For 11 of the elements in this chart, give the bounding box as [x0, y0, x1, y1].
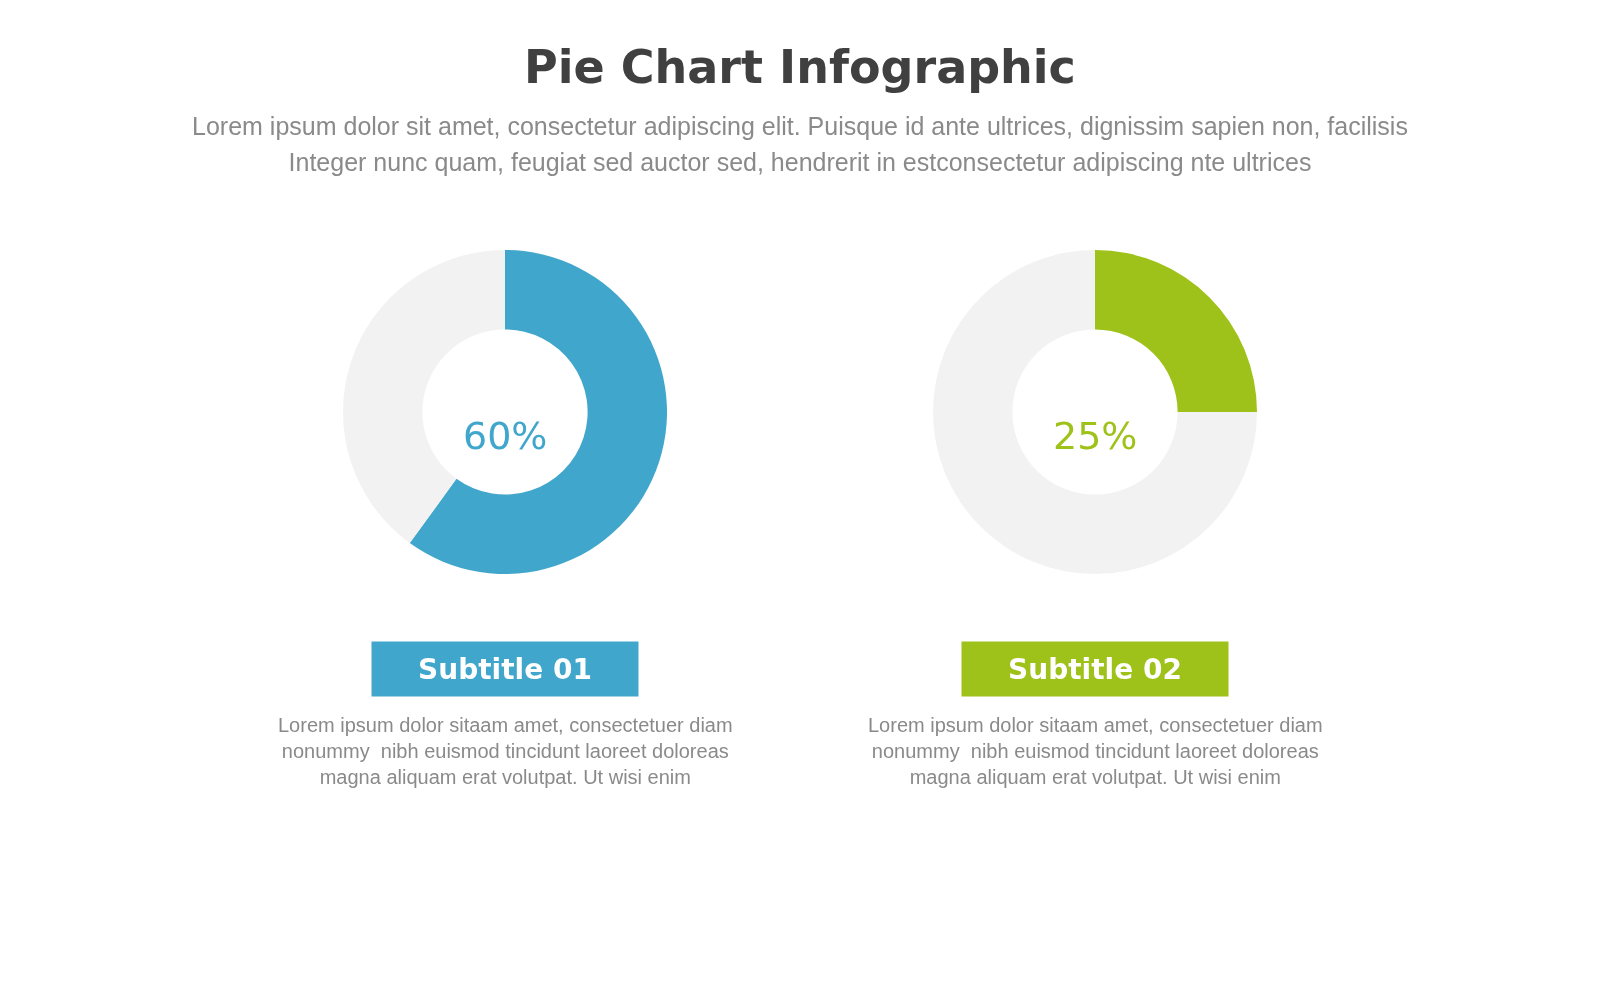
text: Lorem ipsum dolor sit amet, consectetur adipiscing elit. Puisque id ante ultrices, dignissim sapien non, facilisis Integer nunc quam, feugiat sed auctor sed, hendrerit in estconsectetur adipiscing nte ultrices — [191, 111, 1409, 178]
donut-slice — [409, 250, 667, 574]
text: Subtitle 01 — [418, 652, 592, 686]
text: 60% — [463, 414, 548, 458]
donut-slice — [933, 250, 1257, 574]
text: Subtitle 02 — [1008, 652, 1182, 686]
donut-slice — [1095, 250, 1257, 412]
text: Lorem ipsum dolor sitaam amet, consectetuer diam nonummy nibh euismod tincidunt laoreet doloreas magna aliquam erat volutpat. Ut wisi enim — [868, 714, 1323, 788]
text: Pie Chart Infographic — [523, 40, 1077, 94]
text: Lorem ipsum dolor sitaam amet, consectetuer diam nonummy nibh euismod tincidunt laoreet doloreas magna aliquam erat volutpat. Ut wisi enim — [278, 714, 733, 788]
text: 25% — [1053, 414, 1138, 458]
